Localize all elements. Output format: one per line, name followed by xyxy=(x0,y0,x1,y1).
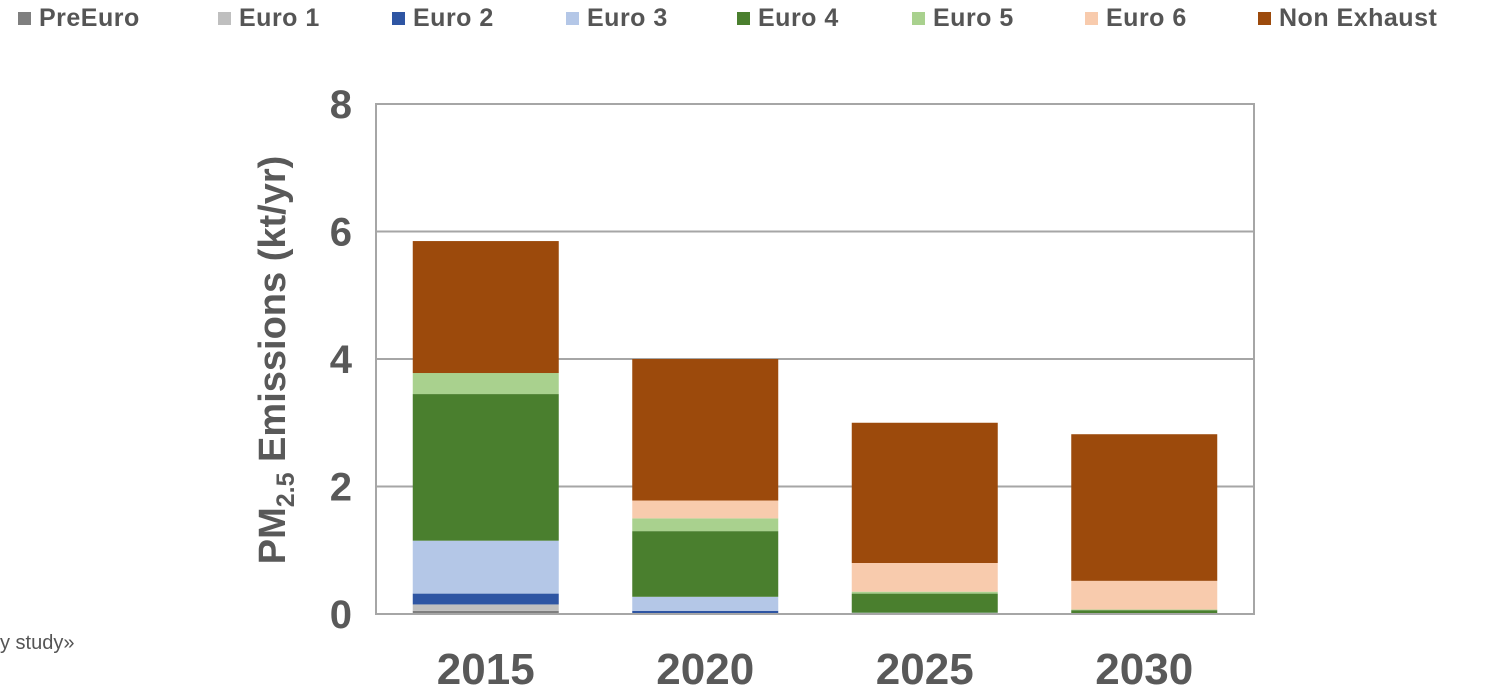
legend-swatch xyxy=(912,12,925,25)
bar-2025-euro-6 xyxy=(851,563,998,592)
legend-item-preeuro: PreEuro xyxy=(18,4,140,33)
bar-2020-euro-2 xyxy=(632,610,779,614)
bar-2030-non-exhaust xyxy=(1071,434,1218,581)
caption-fragment: y study» xyxy=(0,632,75,654)
bar-2015-euro-5 xyxy=(412,373,559,395)
bar-2020-euro-6 xyxy=(632,500,779,519)
legend-label: Euro 1 xyxy=(239,4,320,32)
legend-item-euro-6: Euro 6 xyxy=(1085,4,1187,33)
plot-frame xyxy=(375,103,1255,615)
legend-item-euro-2: Euro 2 xyxy=(392,4,494,33)
x-tick-label-2015: 2015 xyxy=(437,645,535,688)
y-tick-label-4: 8 xyxy=(330,83,352,127)
legend-swatch xyxy=(18,12,31,25)
frame-layer xyxy=(375,103,1255,615)
legend-swatch xyxy=(1085,12,1098,25)
bar-2015-euro-1 xyxy=(412,604,559,611)
legend-item-euro-1: Euro 1 xyxy=(218,4,320,33)
bar-2015-non-exhaust xyxy=(412,241,559,374)
bar-2025-euro-4 xyxy=(851,593,998,613)
y-tick-label-1: 2 xyxy=(330,466,352,510)
y-axis-label: PM2.5 Emissions (kt/yr) xyxy=(252,156,300,565)
legend-label: Euro 3 xyxy=(587,4,668,32)
chart-legend: PreEuro Euro 1 Euro 2 Euro 3 Euro 4 Euro 5 Eur… xyxy=(0,0,1494,40)
legend-item-euro-5: Euro 5 xyxy=(912,4,1014,33)
bars-layer xyxy=(412,241,1218,614)
bar-2030-euro-5 xyxy=(1071,609,1218,611)
legend-swatch xyxy=(392,12,405,25)
legend-swatch xyxy=(1258,12,1271,25)
bar-2030-euro-6 xyxy=(1071,580,1218,610)
x-tick-label-2030: 2030 xyxy=(1095,645,1193,688)
legend-label: Euro 4 xyxy=(758,4,839,32)
legend-item-euro-3: Euro 3 xyxy=(566,4,668,33)
axis-layer: 0 2 4 6 8 2015 2020 2025 2030 xyxy=(330,83,1193,688)
bar-2015-euro-2 xyxy=(412,593,559,605)
legend-item-euro-4: Euro 4 xyxy=(737,4,839,33)
legend-swatch xyxy=(218,12,231,25)
bar-2020-euro-5 xyxy=(632,518,779,532)
x-tick-label-2020: 2020 xyxy=(656,645,754,688)
bar-2025-euro-5 xyxy=(851,591,998,594)
legend-swatch xyxy=(566,12,579,25)
legend-label: Euro 2 xyxy=(413,4,494,32)
bar-2015-preeuro xyxy=(412,610,559,614)
legend-item-non-exhaust: Non Exhaust xyxy=(1258,4,1437,33)
y-tick-label-0: 0 xyxy=(330,593,352,637)
legend-swatch xyxy=(737,12,750,25)
bar-2015-euro-4 xyxy=(412,394,559,541)
legend-label: Euro 5 xyxy=(933,4,1014,32)
bar-2020-non-exhaust xyxy=(632,359,779,501)
bar-2030-euro-4 xyxy=(1071,610,1218,614)
legend-label: Euro 6 xyxy=(1106,4,1187,32)
y-tick-label-2: 4 xyxy=(330,338,353,382)
legend-label: Non Exhaust xyxy=(1279,4,1438,32)
bar-2015-euro-3 xyxy=(412,540,559,594)
bar-2020-euro-3 xyxy=(632,596,779,611)
x-tick-label-2025: 2025 xyxy=(876,645,974,688)
bar-2025-non-exhaust xyxy=(851,422,998,563)
y-tick-label-3: 6 xyxy=(330,211,352,255)
bar-2020-euro-4 xyxy=(632,531,779,597)
legend-label: PreEuro xyxy=(39,4,140,32)
